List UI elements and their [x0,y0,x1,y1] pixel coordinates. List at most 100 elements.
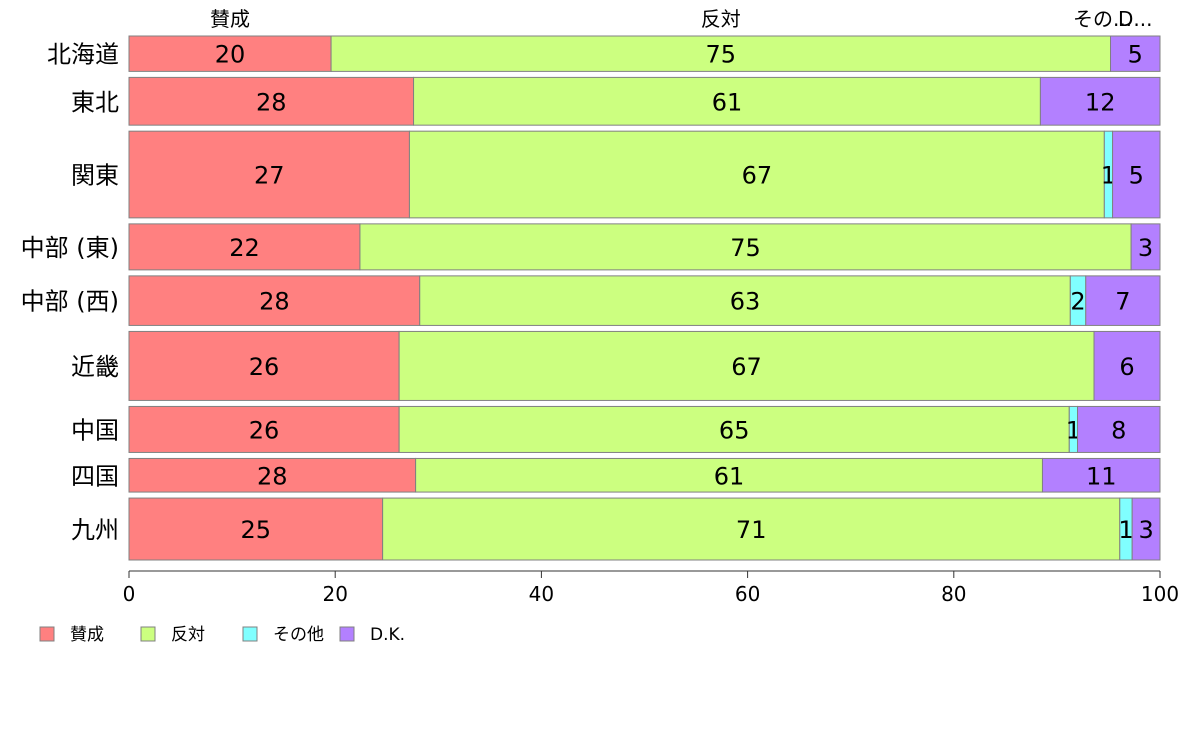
bar-segment-反対 [415,457,1043,493]
data-label: 1 [1118,516,1133,544]
data-label: 6 [1119,353,1134,381]
bar-segment-賛成 [128,405,400,453]
data-label: 12 [1085,88,1116,116]
legend-item-その他: その他 [242,625,324,645]
bar-segment-反対 [359,223,1132,271]
data-label: 5 [1128,41,1143,69]
x-tick-label: 80 [941,582,966,606]
bar-segment-反対 [419,275,1071,326]
category-label: 近畿 [71,353,119,381]
bar-segment-反対 [398,330,1095,401]
x-tick-label: 100 [1141,582,1179,606]
column-label: 賛成 [210,7,250,31]
data-label: 2 [1070,288,1085,316]
legend-swatch [140,626,156,642]
x-tick-label: 60 [735,582,760,606]
legend-label: D.K. [370,625,405,645]
bar-segment-D.K. [1085,275,1161,326]
bar-row-北海道: 北海道 20 75 5 [47,35,1161,72]
bar-segment-反対 [408,130,1105,219]
bar-segment-反対 [382,497,1121,561]
data-label: 3 [1138,516,1153,544]
data-label: 67 [731,353,762,381]
bar-segment-D.K. [1039,76,1161,126]
data-label: 28 [257,462,288,490]
category-label: 東北 [71,88,119,116]
bar-segment-賛成 [128,35,332,72]
legend-swatch [39,626,55,642]
category-label: 四国 [71,462,119,490]
data-label: 28 [256,88,287,116]
bar-segment-賛成 [128,223,361,271]
bar-segment-D.K. [1093,330,1161,401]
bar-segment-D.K. [1112,130,1161,219]
bar-segment-反対 [330,35,1112,72]
bar-segment-賛成 [128,330,400,401]
category-label: 関東 [71,162,119,190]
bar-segment-賛成 [128,275,421,326]
data-label: 61 [712,88,743,116]
data-label: 26 [249,416,280,444]
data-label: 26 [249,353,280,381]
x-axis: 0 20 40 60 80 100 [123,570,1179,606]
legend: 賛成 反対 その他 D.K. [39,625,405,645]
category-label: 中部 (東) [21,234,119,262]
data-label: 63 [730,288,761,316]
top-labels: 賛成 反対 その...D... [210,7,1152,31]
x-tick-label: 20 [322,582,347,606]
legend-item-反対: 反対 [140,625,205,645]
bar-row-近畿: 近畿 26 67 6 [71,330,1161,401]
column-label: その... [1073,7,1132,31]
bar-row-中国: 中国 26 65 1 8 [71,405,1161,453]
bar-segment-賛成 [128,76,415,126]
data-label: 67 [742,162,773,190]
bar-segment-反対 [413,76,1041,126]
bar-segment-D.K. [1110,35,1161,72]
legend-label: 反対 [171,625,205,645]
bar-row-九州: 九州 25 71 1 3 [71,497,1161,561]
data-label: 22 [229,234,260,262]
bar-row-中部-東: 中部 (東) 22 75 3 [21,223,1161,271]
data-label: 11 [1086,462,1117,490]
x-tick-label: 0 [123,582,136,606]
data-label: 65 [719,416,750,444]
bar-segment-D.K. [1131,497,1161,561]
bar-row-中部-西: 中部 (西) 28 63 2 7 [21,275,1161,326]
x-tick-label: 40 [529,582,554,606]
bar-row-関東: 関東 27 67 1 5 [71,130,1161,219]
legend-swatch [339,626,355,642]
bar-segment-賛成 [128,130,410,219]
category-label: 九州 [71,516,119,544]
data-label: 75 [730,234,761,262]
bar-segment-D.K. [1130,223,1161,271]
category-label: 中国 [71,416,119,444]
data-label: 75 [706,41,737,69]
bar-segment-賛成 [128,457,417,493]
data-label: 28 [259,288,290,316]
legend-label: その他 [273,625,324,645]
data-label: 20 [215,41,246,69]
legend-label: 賛成 [70,625,104,645]
column-label: 反対 [701,7,741,31]
legend-swatch [242,626,258,642]
legend-item-賛成: 賛成 [39,625,104,645]
bar-row-東北: 東北 28 61 12 [71,76,1161,126]
bar-segment-D.K. [1077,405,1161,453]
data-label: 7 [1115,288,1130,316]
data-label: 27 [254,162,285,190]
data-label: 5 [1129,162,1144,190]
column-label: D... [1118,7,1152,31]
category-label: 北海道 [47,41,119,69]
bar-segment-D.K. [1041,457,1161,493]
data-label: 25 [241,516,272,544]
data-label: 8 [1111,416,1126,444]
data-label: 61 [714,462,745,490]
bar-segment-反対 [398,405,1070,453]
bar-segment-賛成 [128,497,384,561]
data-label: 71 [736,516,767,544]
data-label: 3 [1138,234,1153,262]
category-label: 中部 (西) [21,288,119,316]
bar-row-四国: 四国 28 61 11 [71,457,1161,493]
